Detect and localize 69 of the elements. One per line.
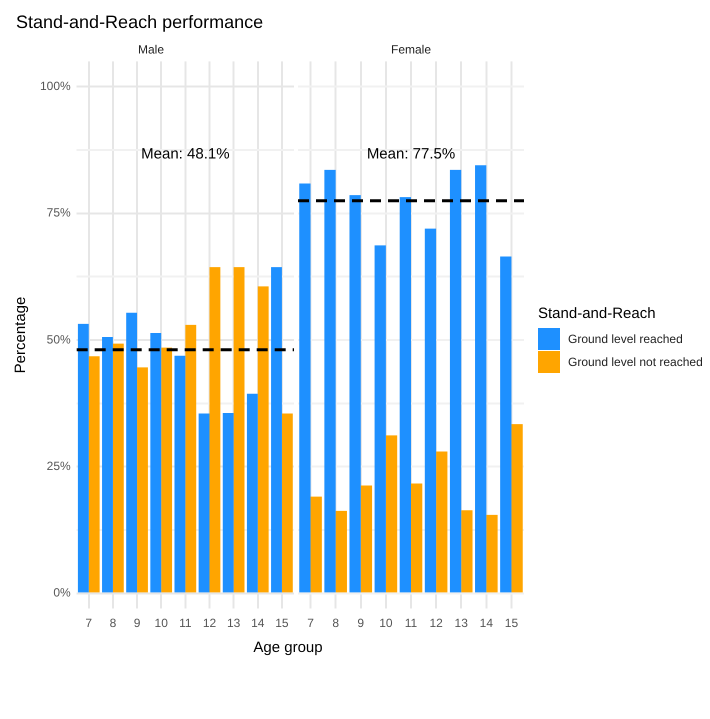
y-tick-label: 75% [46,206,72,220]
bar [299,184,311,592]
y-tick-label: 25% [46,459,72,474]
bar [234,267,244,592]
bar [137,367,148,592]
bar [360,485,372,592]
x-tick-label: 15 [275,616,289,630]
x-tick-label: 11 [179,616,192,630]
bar [258,286,269,592]
x-tick-label: 12 [202,616,216,630]
x-tick-label: 13 [454,616,468,630]
bar [450,170,462,592]
bar [209,267,220,592]
legend-title: Stand-and-Reach [538,304,657,322]
chart-subtitle: Male [138,42,164,57]
annotation: Mean: 77.5% [366,146,456,163]
bar [150,332,162,592]
bar [500,256,512,592]
chart-subtitle: Female [390,42,432,57]
x-tick-label: 10 [379,616,393,630]
x-tick-label: 11 [404,616,418,630]
x-axis-title: Age group [252,639,324,656]
x-tick-label: 15 [504,616,518,630]
bar [112,344,124,592]
bar [436,452,448,592]
x-tick-label: 9 [134,616,141,630]
x-tick-label: 12 [429,616,444,630]
x-tick-label: 8 [332,616,340,630]
x-tick-label: 13 [226,616,241,630]
legend-label: Ground level not reached [568,354,703,368]
y-tick-label: 50% [46,332,72,346]
bar [336,510,347,592]
bar [475,165,486,592]
bar [78,324,89,592]
bar [374,245,386,592]
bar [400,197,411,592]
bar [310,496,322,592]
bar [461,510,473,592]
y-tick-label: 100% [40,79,72,94]
x-tick-label: 14 [480,616,494,630]
bar [102,337,113,592]
bar [486,514,498,592]
bar [198,414,210,592]
y-tick-label: 0% [53,586,72,600]
bar [88,356,100,592]
bar [126,312,138,592]
x-tick-label: 10 [154,616,168,630]
bar [511,424,523,592]
bar [161,348,172,592]
bar [349,195,361,592]
y-axis-title: Percentage [12,296,30,374]
annotation: Mean: 48.1% [141,146,230,163]
bar [174,356,186,592]
x-tick-label: 8 [110,616,117,630]
x-tick-label: 9 [357,616,364,630]
x-tick-label: 7 [85,616,92,630]
bar [424,228,436,592]
bar [185,324,196,592]
bar [222,413,234,592]
bar [246,394,258,592]
bar [282,414,293,592]
chart-title: Stand-and-Reach performance [15,11,264,34]
bar [324,170,336,592]
legend-label: Ground level reached [568,332,683,346]
bar [411,483,422,592]
x-tick-label: 7 [307,616,314,630]
bar [386,435,398,592]
bar [271,267,282,592]
x-tick-label: 14 [251,616,265,630]
